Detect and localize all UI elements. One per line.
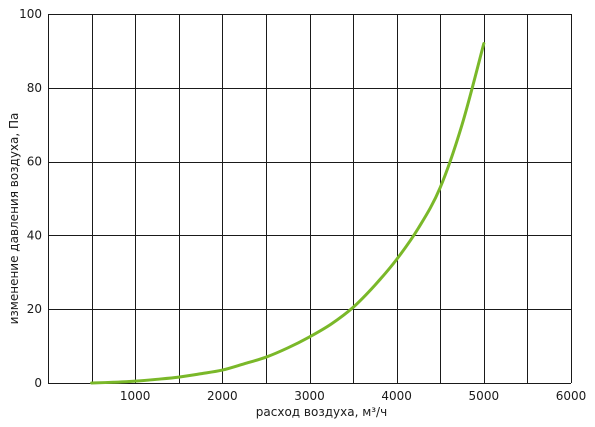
y-tick-label: 80 — [27, 81, 42, 95]
y-tick-label: 0 — [34, 376, 42, 390]
y-tick-label: 40 — [27, 228, 42, 242]
y-tick-label: 60 — [27, 155, 42, 169]
y-tick-label: 100 — [19, 7, 42, 21]
x-tick-label: 6000 — [556, 389, 587, 403]
x-axis-label: расход воздуха, м³/ч — [256, 405, 387, 419]
x-tick-label: 5000 — [469, 389, 500, 403]
x-tick-label: 4000 — [381, 389, 412, 403]
x-tick-label: 1000 — [120, 389, 151, 403]
x-tick-label: 2000 — [207, 389, 238, 403]
x-axis-ticks: 1000 2000 3000 4000 5000 6000 — [120, 389, 586, 403]
y-axis-ticks: 0 20 40 60 80 100 — [19, 7, 42, 390]
y-tick-label: 20 — [27, 302, 42, 316]
x-tick-label: 3000 — [294, 389, 325, 403]
series-line — [90, 42, 486, 385]
series-group — [90, 42, 486, 385]
y-axis-label: изменение давления воздуха, Па — [7, 113, 21, 325]
grid — [48, 14, 572, 384]
